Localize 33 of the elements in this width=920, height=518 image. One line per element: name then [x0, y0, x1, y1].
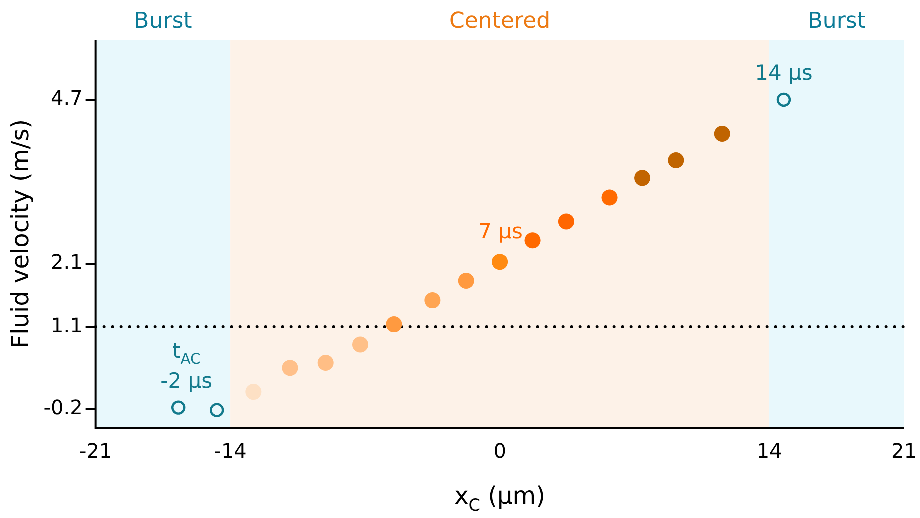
- x-tick-label: -21: [79, 439, 112, 464]
- band-label: Centered: [450, 9, 551, 34]
- point: [524, 232, 541, 249]
- x-tick-label: -14: [214, 439, 247, 464]
- point: [558, 214, 574, 230]
- point: [246, 384, 262, 400]
- point: [318, 355, 334, 372]
- point: [424, 292, 441, 309]
- point: [352, 336, 368, 353]
- point: [458, 273, 474, 289]
- band-label: Burst: [134, 9, 193, 34]
- y-tick-label: -0.2: [44, 395, 83, 420]
- x-tick-label: 14: [756, 439, 782, 464]
- x-tick-label: 0: [494, 439, 506, 464]
- point: [210, 403, 224, 418]
- annotation: 7 μs: [478, 220, 523, 244]
- point: [282, 360, 298, 376]
- y-tick-label: 1.1: [51, 313, 83, 338]
- annotation: 14 μs: [755, 60, 813, 85]
- point: [714, 126, 730, 142]
- point: [386, 316, 402, 333]
- point: [602, 190, 618, 206]
- x-tick-label: 21: [892, 439, 917, 464]
- y-axis-title: Fluid velocity (m/s): [6, 119, 35, 349]
- point: [634, 170, 650, 186]
- y-tick-label: 4.7: [51, 86, 83, 110]
- band-label: Burst: [808, 9, 866, 34]
- point: [492, 254, 508, 270]
- annotation: -2 μs: [160, 368, 213, 393]
- y-tick-label: 2.1: [51, 250, 83, 274]
- point: [776, 92, 792, 108]
- point: [171, 400, 186, 415]
- point: [668, 152, 684, 168]
